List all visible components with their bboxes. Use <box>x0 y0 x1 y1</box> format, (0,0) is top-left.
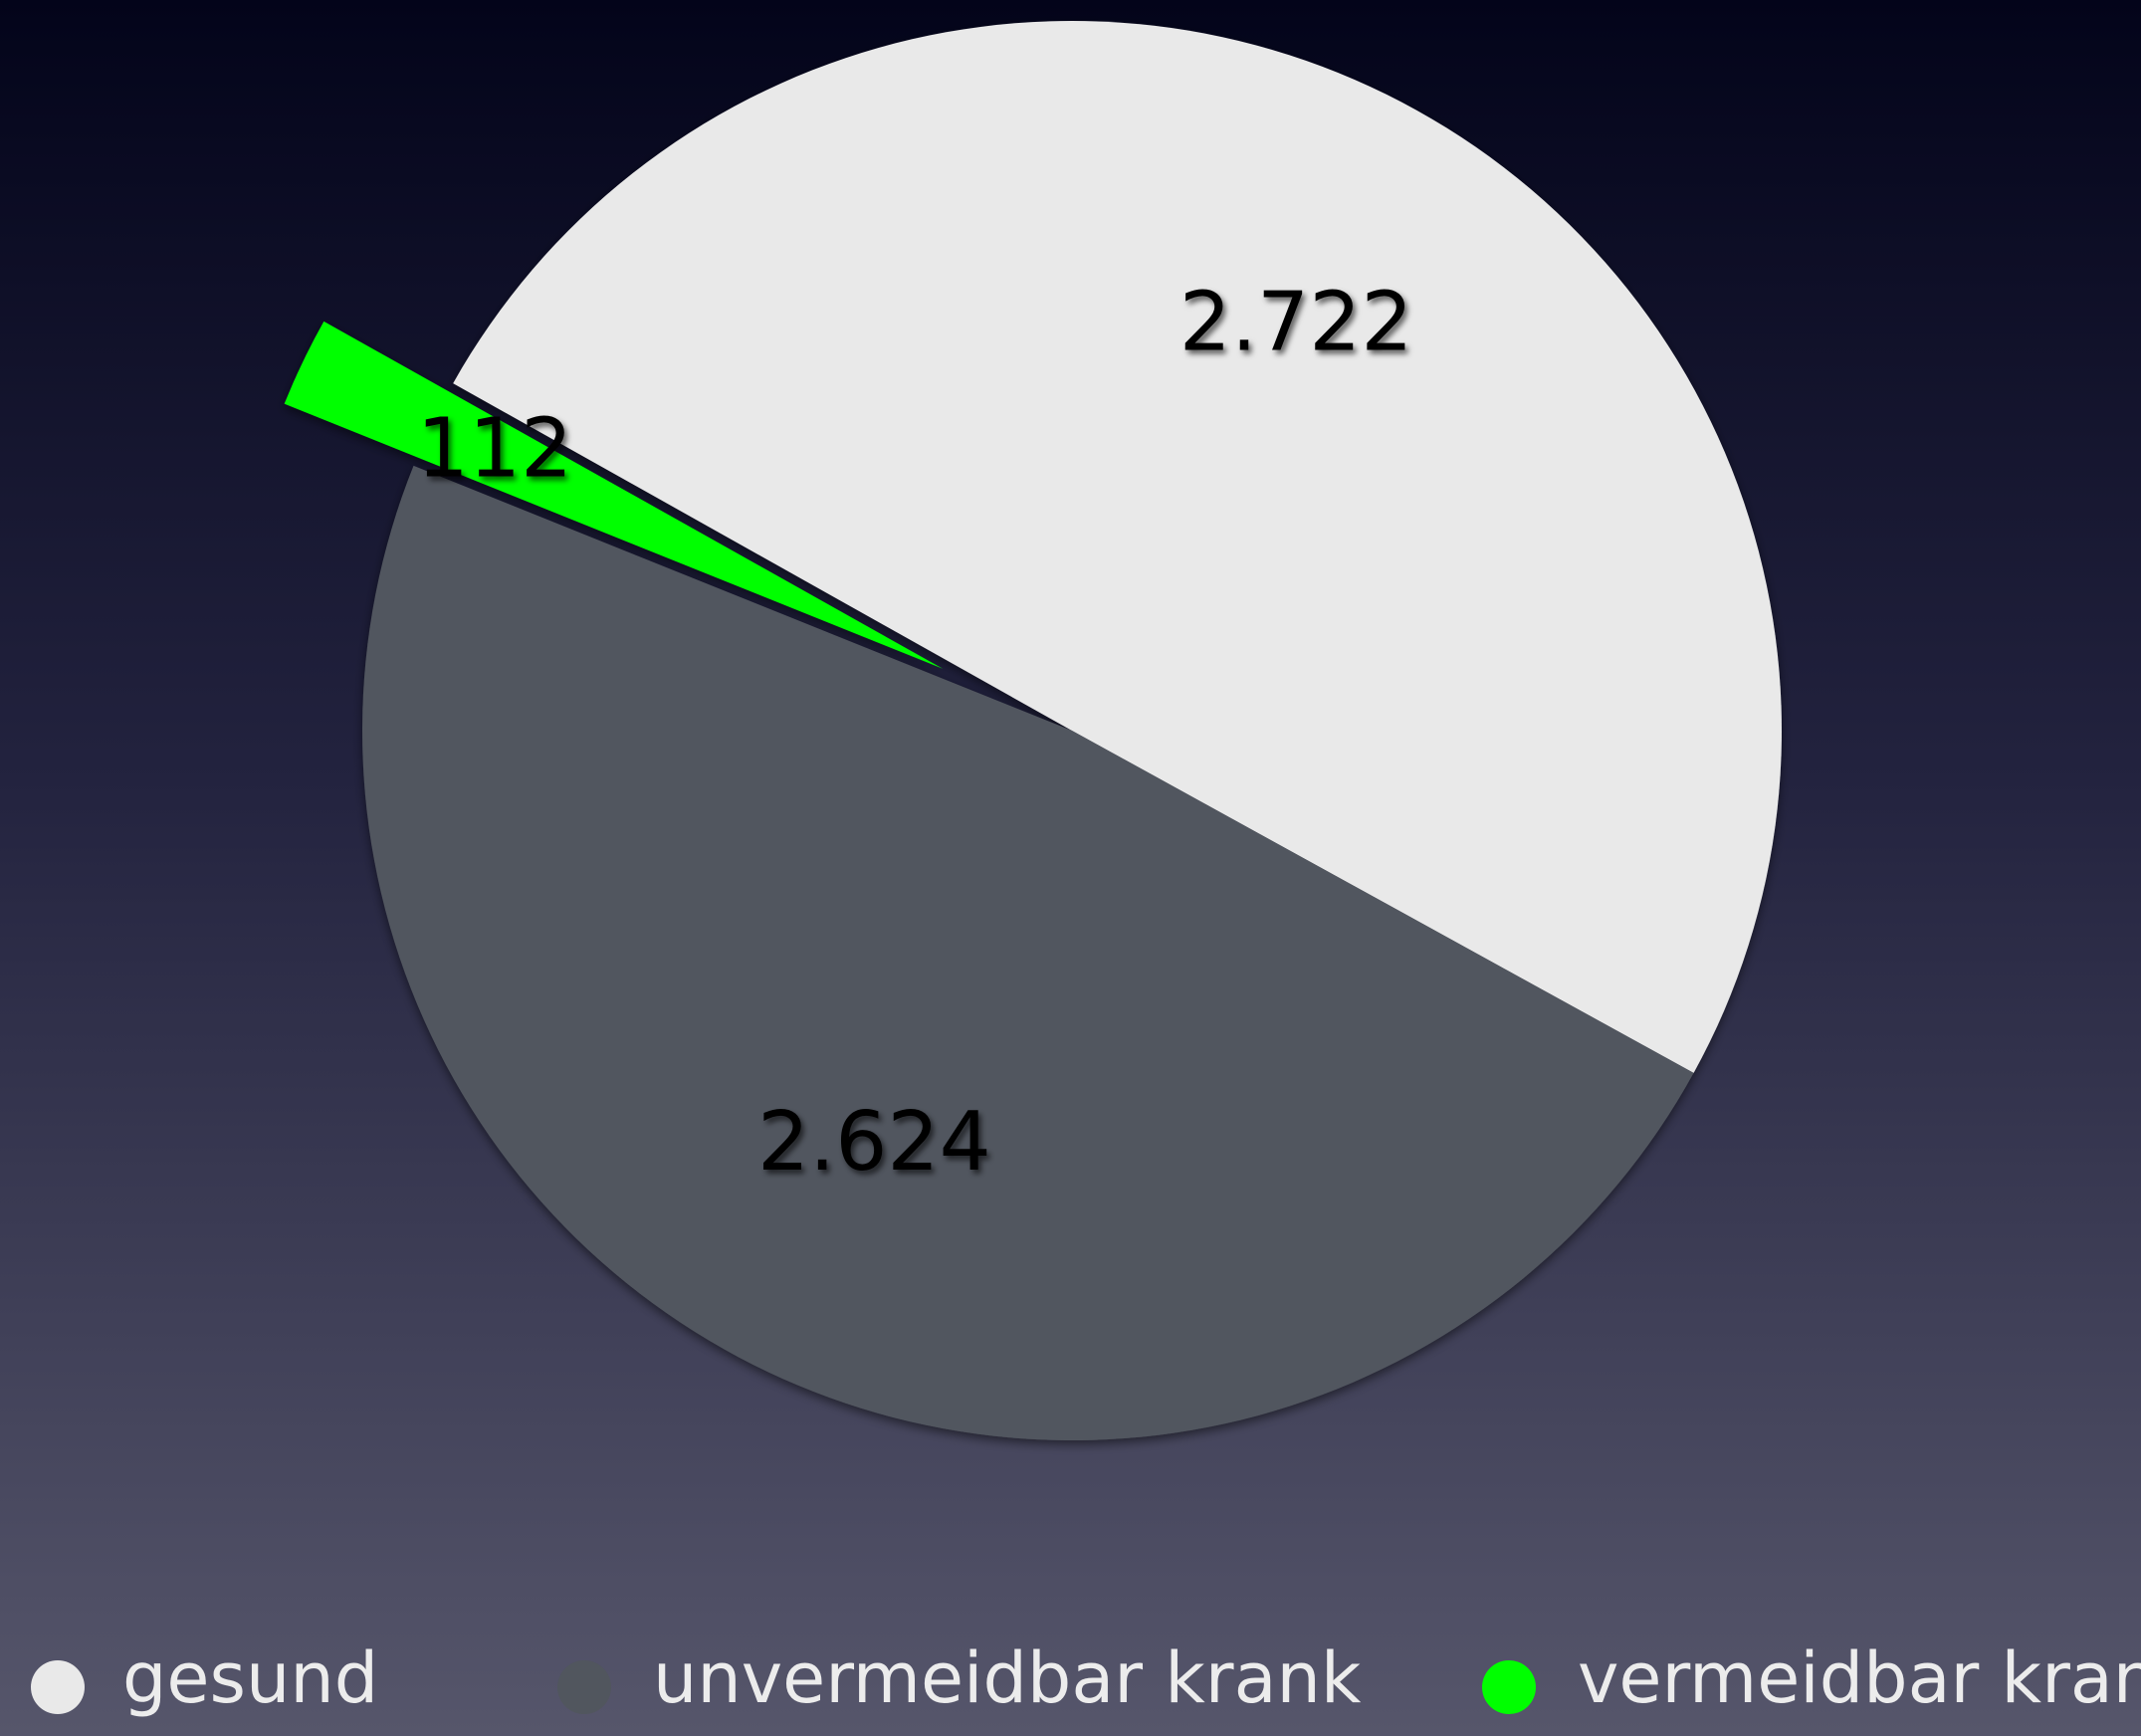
pie-slice <box>453 21 1782 1073</box>
legend-label: vermeidbar krank <box>1578 1637 2141 1719</box>
pie-slice <box>362 465 1694 1440</box>
legend-swatch <box>557 1660 611 1714</box>
labels: 2.722 2.624 112 <box>417 275 1413 1190</box>
legend-swatch <box>1482 1660 1536 1714</box>
legend: gesund unvermeidbar krank vermeidbar krank <box>31 1637 2141 1719</box>
value-label: 2.624 <box>757 1095 991 1190</box>
legend-label: unvermeidbar krank <box>653 1637 1362 1719</box>
pie-slice <box>284 321 944 669</box>
pie <box>284 21 1782 1440</box>
value-label: 112 <box>417 402 573 497</box>
legend-label: gesund <box>122 1637 378 1719</box>
value-label: 2.722 <box>1179 275 1413 369</box>
legend-swatch <box>31 1660 85 1714</box>
